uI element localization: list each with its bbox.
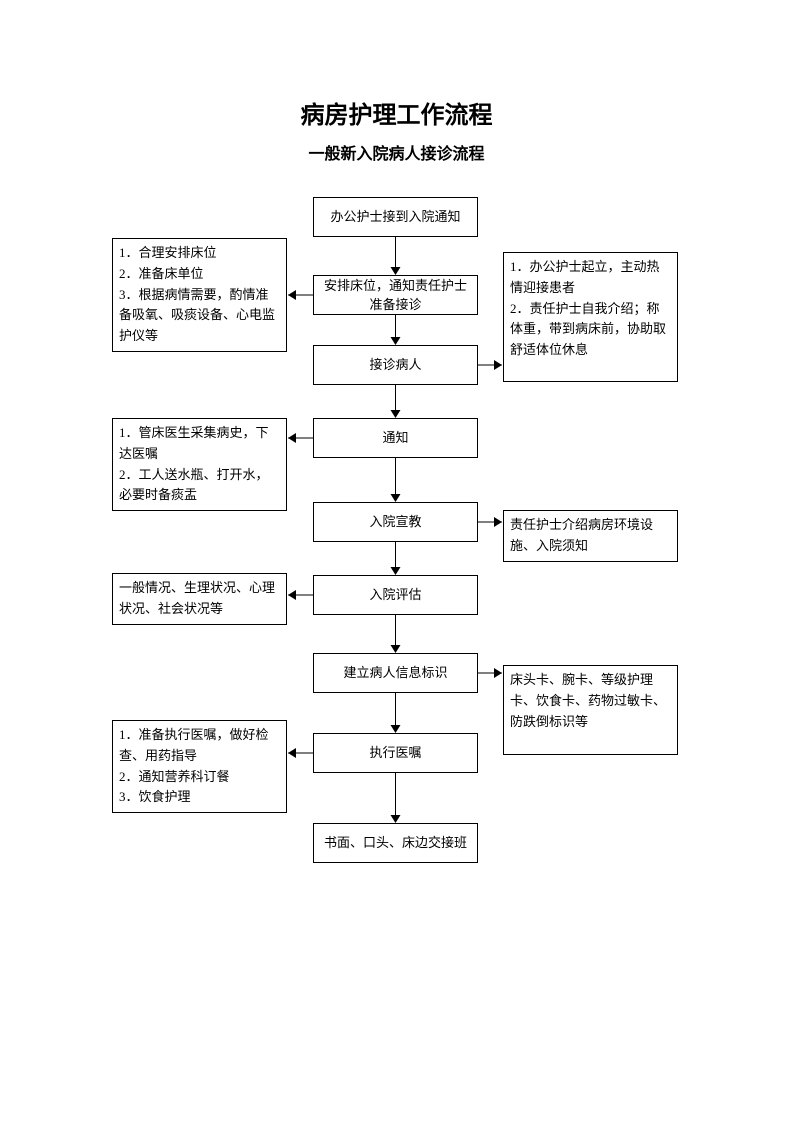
side-note-text: 1．准备执行医嘱，做好检查、用药指导 2．通知营养科订餐 3．饮食护理 bbox=[119, 727, 269, 804]
flow-step-n4: 通知 bbox=[313, 418, 478, 458]
flow-step-n2: 安排床位，通知责任护士准备接诊 bbox=[313, 275, 478, 315]
flow-step-n6: 入院评估 bbox=[313, 575, 478, 615]
flow-step-label: 通知 bbox=[382, 428, 408, 448]
side-note-text: 1．办公护士起立，主动热情迎接患者 2．责任护士自我介绍；称体重，带到病床前，协… bbox=[510, 259, 666, 357]
flow-step-label: 安排床位，通知责任护士准备接诊 bbox=[318, 276, 473, 315]
side-note-text: 一般情况、生理状况、心理状况、社会状况等 bbox=[119, 580, 275, 616]
flow-step-n8: 执行医嘱 bbox=[313, 733, 478, 773]
side-note-text: 1．合理安排床位 2．准备床单位 3．根据病情需要，酌情准备吸氧、吸痰设备、心电… bbox=[119, 245, 275, 343]
side-note-s5: 一般情况、生理状况、心理状况、社会状况等 bbox=[112, 573, 287, 625]
flow-step-label: 办公护士接到入院通知 bbox=[330, 207, 460, 227]
flow-step-label: 执行医嘱 bbox=[369, 743, 421, 763]
flow-step-n1: 办公护士接到入院通知 bbox=[313, 197, 478, 237]
flow-step-label: 接诊病人 bbox=[369, 355, 421, 375]
flow-step-label: 书面、口头、床边交接班 bbox=[324, 833, 467, 853]
side-note-s7: 1．准备执行医嘱，做好检查、用药指导 2．通知营养科订餐 3．饮食护理 bbox=[112, 720, 287, 813]
flow-step-n7: 建立病人信息标识 bbox=[313, 653, 478, 693]
side-note-text: 1．管床医生采集病史，下达医嘱 2．工人送水瓶、打开水，必要时备痰盂 bbox=[119, 425, 269, 502]
side-note-text: 责任护士介绍病房环境设施、入院须知 bbox=[510, 517, 653, 553]
flow-step-n9: 书面、口头、床边交接班 bbox=[313, 823, 478, 863]
side-note-s6: 床头卡、腕卡、等级护理卡、饮食卡、药物过敏卡、防跌倒标识等 bbox=[503, 665, 678, 755]
flow-step-label: 入院宣教 bbox=[369, 512, 421, 532]
flow-step-n5: 入院宣教 bbox=[313, 502, 478, 542]
side-note-s1: 1．合理安排床位 2．准备床单位 3．根据病情需要，酌情准备吸氧、吸痰设备、心电… bbox=[112, 238, 287, 352]
flow-step-label: 建立病人信息标识 bbox=[343, 663, 447, 683]
side-note-s2: 1．办公护士起立，主动热情迎接患者 2．责任护士自我介绍；称体重，带到病床前，协… bbox=[503, 252, 678, 382]
side-note-s3: 1．管床医生采集病史，下达医嘱 2．工人送水瓶、打开水，必要时备痰盂 bbox=[112, 418, 287, 511]
side-note-text: 床头卡、腕卡、等级护理卡、饮食卡、药物过敏卡、防跌倒标识等 bbox=[510, 672, 666, 729]
side-note-s4: 责任护士介绍病房环境设施、入院须知 bbox=[503, 510, 678, 562]
flow-step-label: 入院评估 bbox=[369, 585, 421, 605]
flow-step-n3: 接诊病人 bbox=[313, 345, 478, 385]
